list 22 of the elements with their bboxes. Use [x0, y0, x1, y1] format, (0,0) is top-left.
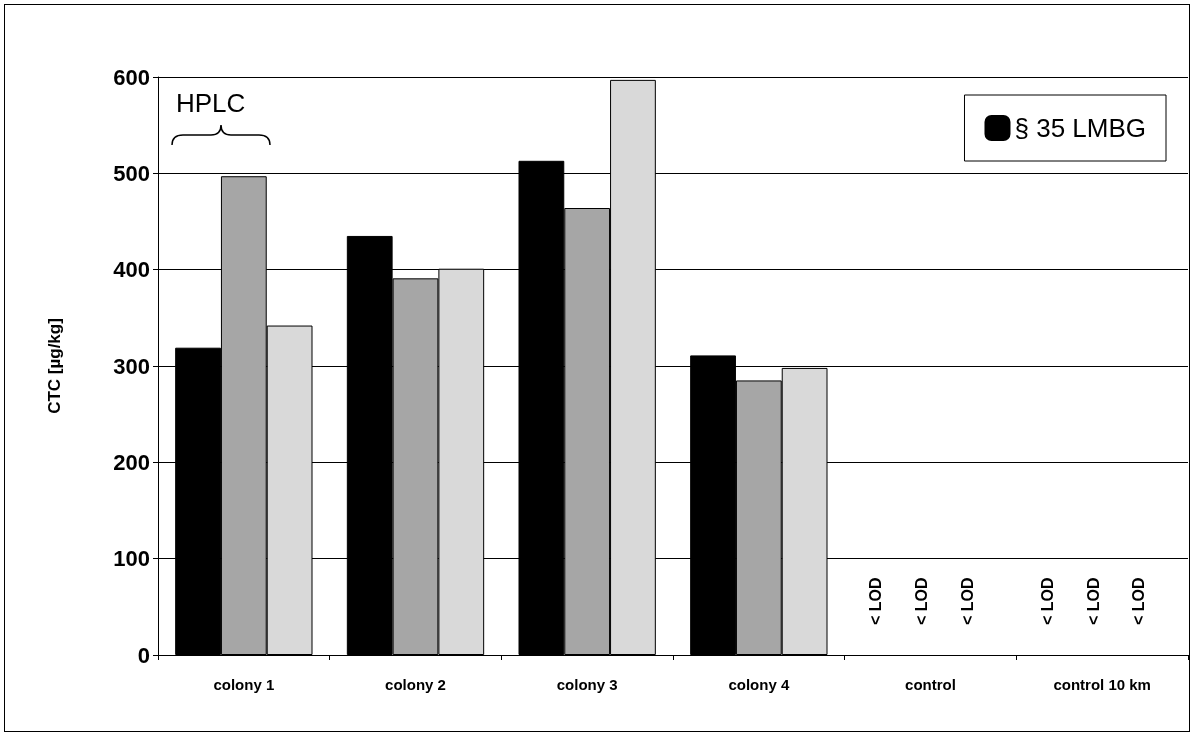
text: < LOD [1084, 577, 1102, 625]
y-tick-label: 100 [113, 546, 150, 572]
text: < LOD [1130, 577, 1148, 625]
x-tick-label: colony 3 [556, 676, 618, 693]
x-tick-label: colony 4 [728, 676, 790, 693]
y-tick-label: 400 [113, 257, 150, 283]
x-tick-label: colony 1 [213, 676, 275, 693]
y-tick-label: 500 [113, 160, 150, 186]
text: < LOD [958, 577, 976, 625]
y-tick-label: 0 [137, 642, 150, 668]
x-tick-label: control [905, 676, 956, 693]
y-tick-label: 300 [113, 353, 150, 379]
x-tick-label: control 10 km [1053, 676, 1151, 693]
y-tick-label: 600 [113, 64, 150, 90]
x-tick-label: colony 2 [385, 676, 446, 693]
legend-label: § 35 LMBG [1014, 113, 1146, 143]
y-axis-title: CTC [µg/kg] [45, 318, 64, 414]
text: < LOD [1038, 577, 1056, 625]
text: < LOD [867, 577, 885, 625]
y-tick-label: 200 [113, 449, 150, 475]
text: < LOD [913, 577, 930, 625]
annotation: HPLC [175, 88, 246, 119]
